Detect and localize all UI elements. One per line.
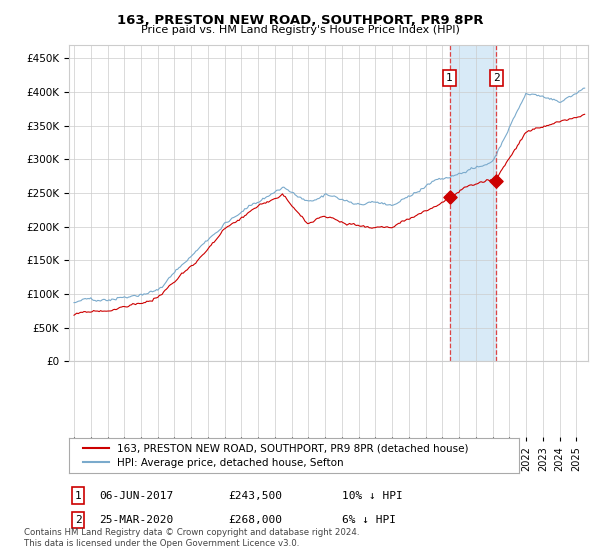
Text: 163, PRESTON NEW ROAD, SOUTHPORT, PR9 8PR: 163, PRESTON NEW ROAD, SOUTHPORT, PR9 8P… [117, 14, 483, 27]
Text: 1: 1 [446, 73, 453, 83]
Point [445, 193, 454, 202]
Text: 1: 1 [74, 491, 82, 501]
Text: 06-JUN-2017: 06-JUN-2017 [99, 491, 173, 501]
Text: 6% ↓ HPI: 6% ↓ HPI [342, 515, 396, 525]
Text: 2: 2 [493, 73, 500, 83]
Text: Contains HM Land Registry data © Crown copyright and database right 2024.
This d: Contains HM Land Registry data © Crown c… [24, 528, 359, 548]
Bar [449, 45, 496, 361]
Text: £268,000: £268,000 [228, 515, 282, 525]
Text: 2: 2 [74, 515, 82, 525]
Legend: 163, PRESTON NEW ROAD, SOUTHPORT, PR9 8PR (detached house), HPI: Average price, : 163, PRESTON NEW ROAD, SOUTHPORT, PR9 8P… [79, 440, 473, 472]
Text: 10% ↓ HPI: 10% ↓ HPI [342, 491, 403, 501]
Text: 25-MAR-2020: 25-MAR-2020 [99, 515, 173, 525]
Text: Price paid vs. HM Land Registry's House Price Index (HPI): Price paid vs. HM Land Registry's House … [140, 25, 460, 35]
Point [491, 176, 501, 185]
Text: £243,500: £243,500 [228, 491, 282, 501]
